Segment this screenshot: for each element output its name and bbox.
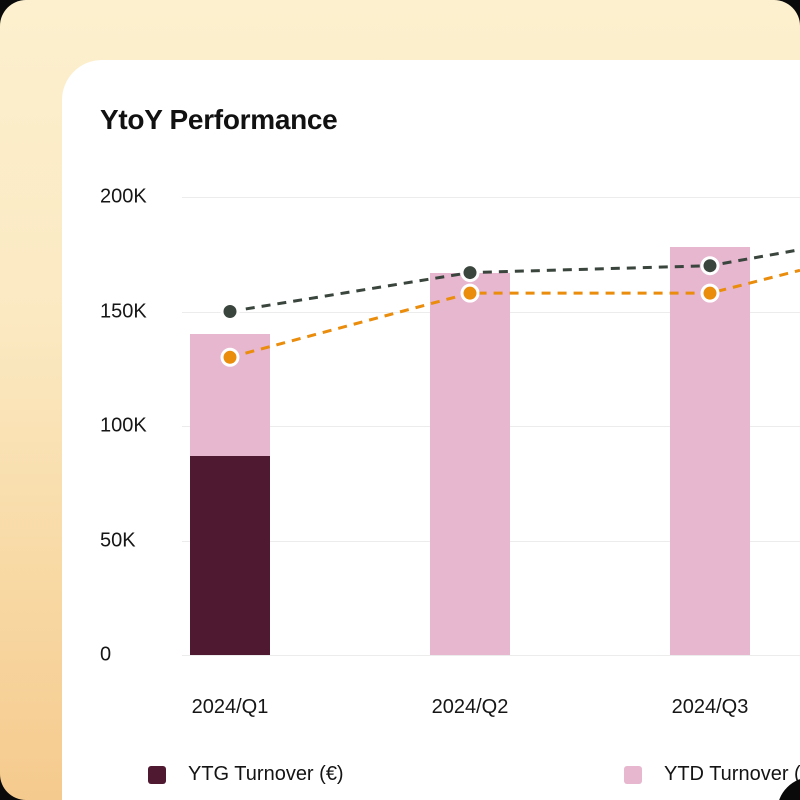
x-axis-label-q1: 2024/Q1 <box>191 696 269 718</box>
chart-title: YtoY Performance <box>100 104 338 135</box>
y-axis-label-150k: 150K <box>100 300 147 323</box>
legend-swatch-ytg <box>148 765 166 784</box>
legend-label-ytd: YTD Turnover (€) <box>664 763 800 785</box>
gridline-200k <box>182 197 800 198</box>
y-axis-label-50k: 50K <box>100 529 136 552</box>
y-axis-label-200k: 200K <box>100 185 147 208</box>
ytg-bar-segment-2024/Q1[interactable] <box>190 455 270 655</box>
y-axis-label-0: 0 <box>100 643 112 666</box>
legend-swatch-ytd <box>624 765 642 784</box>
y-axis-label-100k: 100K <box>100 414 147 437</box>
x-axis-label-q2: 2024/Q2 <box>431 696 509 718</box>
legend-label-ytg: YTG Turnover (€) <box>188 763 344 785</box>
legend-item-ytd: YTD Turnover (€) <box>624 763 800 786</box>
ytd-bar-2024/Q3[interactable] <box>670 247 750 655</box>
legend-item-ytg: YTG Turnover (€) <box>148 763 344 786</box>
x-axis-label-q3: 2024/Q3 <box>671 696 749 718</box>
gridline-0 <box>182 655 800 656</box>
ytd-bar-2024/Q2[interactable] <box>430 272 510 655</box>
